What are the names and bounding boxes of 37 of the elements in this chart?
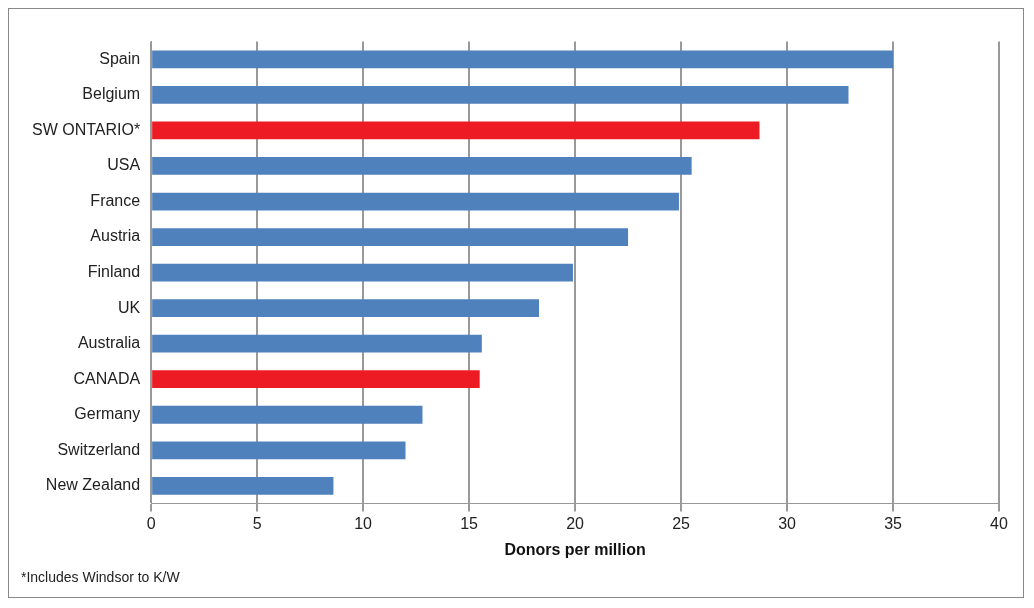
x-tick-label: 35 <box>884 514 903 532</box>
x-tick-label: 30 <box>778 514 797 532</box>
y-tick-label: Spain <box>99 49 141 67</box>
x-tick-label: 5 <box>252 514 262 532</box>
bar <box>152 476 334 495</box>
y-tick-label: UK <box>117 298 141 316</box>
y-tick-label: Germany <box>74 405 141 423</box>
bar <box>152 50 894 69</box>
y-tick-label: CANADA <box>73 369 141 387</box>
y-tick-label: Finland <box>87 263 141 281</box>
x-tick-label: 15 <box>460 514 479 532</box>
bar <box>152 405 423 424</box>
y-tick-label: Switzerland <box>57 440 141 458</box>
bar <box>152 263 573 282</box>
bar <box>152 334 482 353</box>
text: *Includes Windsor to K/W <box>21 569 180 585</box>
bar <box>152 157 692 175</box>
y-tick-label: Austria <box>90 227 141 245</box>
x-axis-title: Donors per million <box>504 540 646 558</box>
bar <box>152 192 679 211</box>
y-tick-label: Australia <box>77 334 141 352</box>
bar <box>152 441 406 460</box>
bar <box>152 370 480 389</box>
y-tick-label: USA <box>107 156 141 174</box>
x-tick-label: 0 <box>146 514 156 532</box>
bar <box>152 228 629 246</box>
bar <box>152 121 760 140</box>
x-tick-label: 20 <box>566 514 585 532</box>
x-tick-label: 40 <box>990 514 1008 532</box>
y-tick-label: New Zealand <box>45 476 141 494</box>
y-tick-label: Belgium <box>82 85 141 103</box>
bar <box>152 299 540 318</box>
y-tick-label: France <box>90 191 141 209</box>
x-tick-label: 10 <box>354 514 373 532</box>
y-tick-label: SW ONTARIO* <box>31 120 141 138</box>
x-tick-label: 25 <box>672 514 691 532</box>
bar <box>152 86 849 104</box>
